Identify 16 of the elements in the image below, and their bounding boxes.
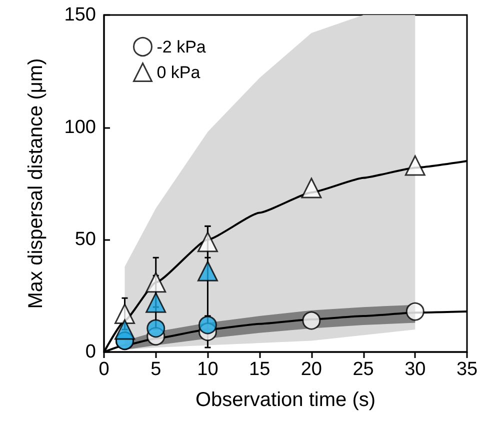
x-tick-label: 30 xyxy=(404,359,426,380)
legend-label: -2 kPa xyxy=(156,37,206,56)
x-tick-label: 20 xyxy=(300,359,322,380)
y-tick-label: 0 xyxy=(85,342,96,362)
y-tick-label: 50 xyxy=(74,229,96,250)
x-tick-label: 35 xyxy=(456,359,478,380)
x-tick-label: 5 xyxy=(150,359,162,380)
y-axis-title: Max dispersal distance (μm) xyxy=(25,58,47,309)
x-tick-label: 25 xyxy=(352,359,374,380)
x-tick-label: 10 xyxy=(197,359,218,380)
legend-label: 0 kPa xyxy=(156,62,201,82)
y-tick-label: 150 xyxy=(64,4,96,26)
y-tick-label: 100 xyxy=(64,116,96,138)
x-axis-title: Observation time (s) xyxy=(195,389,376,411)
x-tick-label: 15 xyxy=(249,359,270,380)
x-tick-label: 0 xyxy=(98,359,110,380)
